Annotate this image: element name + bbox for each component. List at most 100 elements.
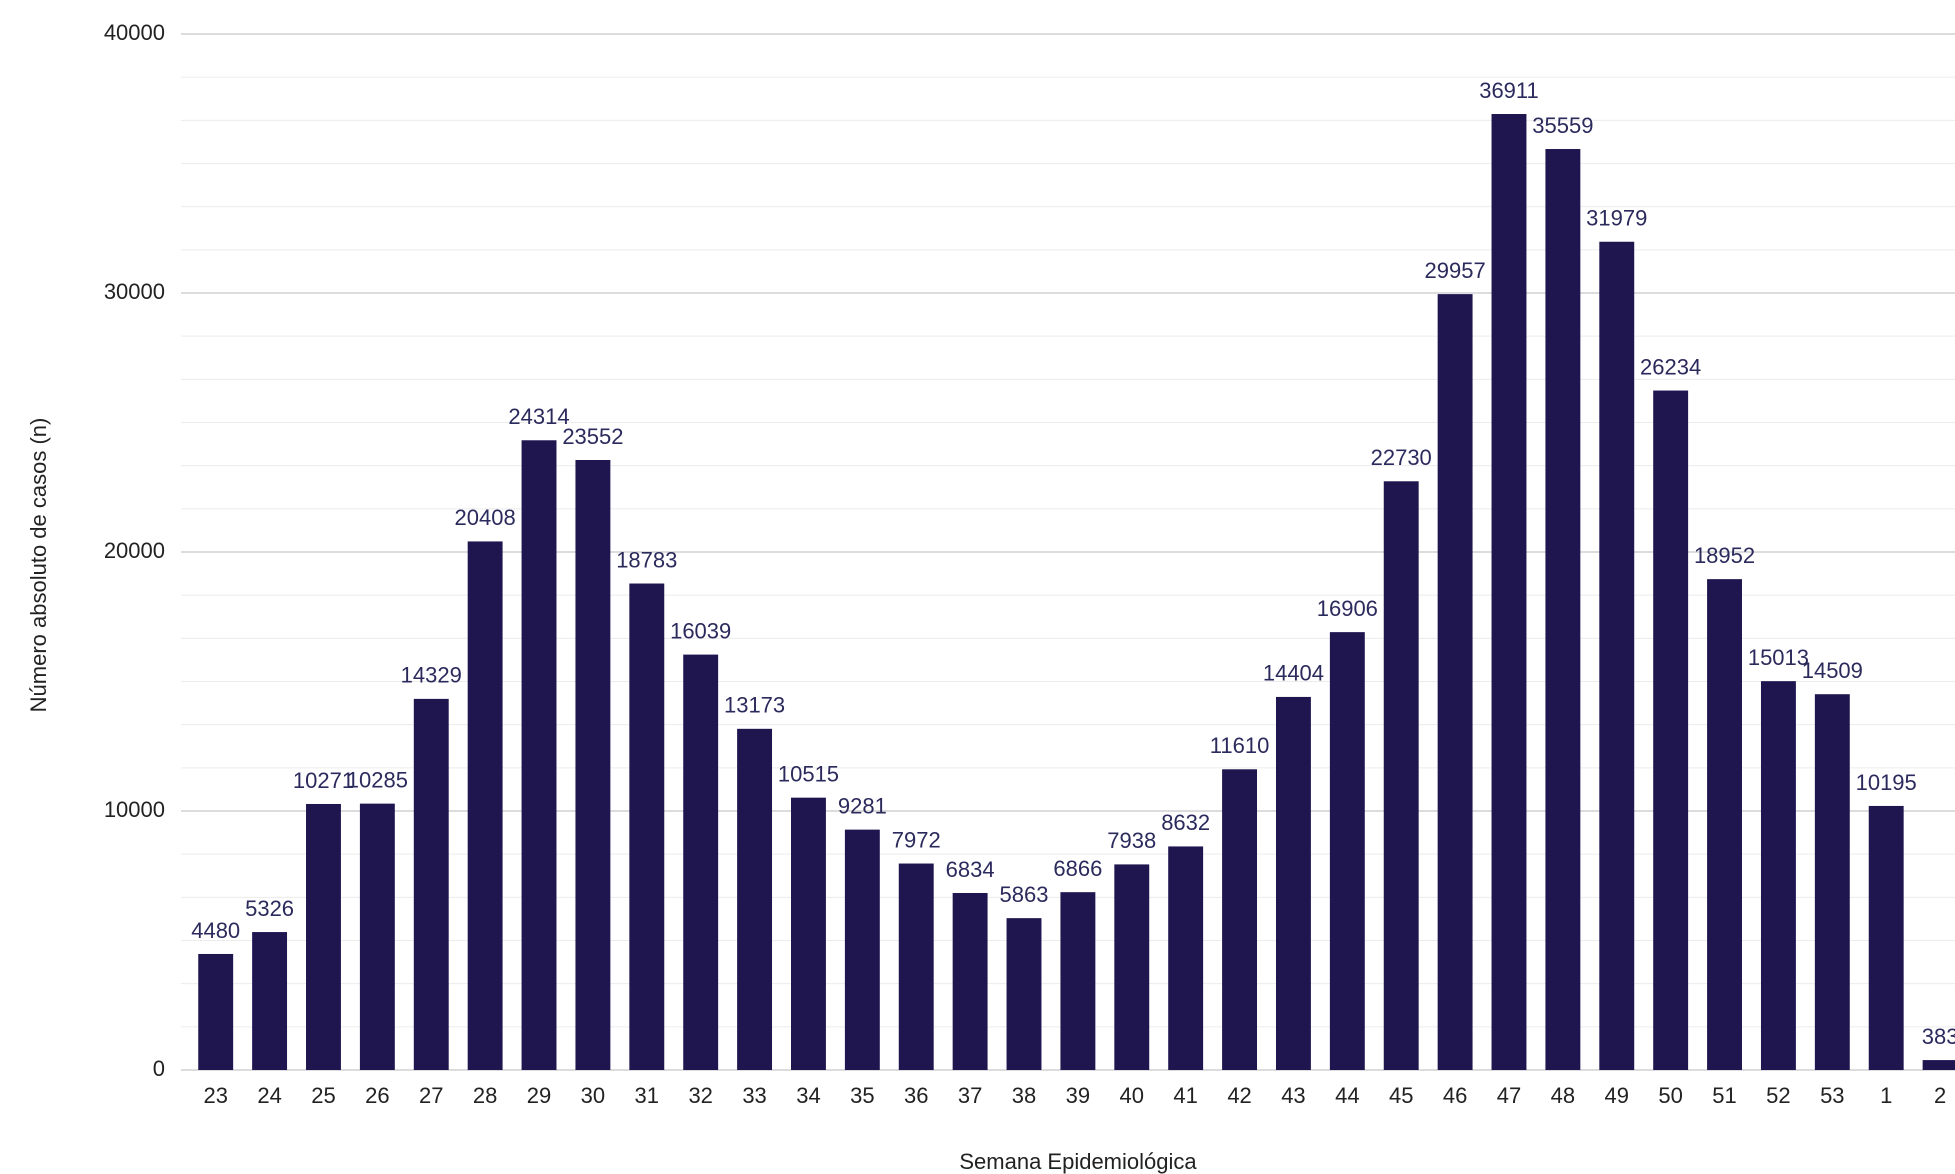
x-tick-label: 44 <box>1335 1083 1359 1108</box>
value-label: 10195 <box>1856 770 1917 795</box>
value-label: 7972 <box>892 827 941 852</box>
x-tick-label: 25 <box>311 1083 335 1108</box>
bar <box>1329 632 1365 1070</box>
bar <box>737 728 773 1070</box>
value-label: 36911 <box>1479 78 1539 103</box>
x-tick-label: 48 <box>1551 1083 1575 1108</box>
value-label: 20408 <box>455 505 516 530</box>
x-tick-label: 28 <box>473 1083 497 1108</box>
x-tick-label: 32 <box>688 1083 712 1108</box>
bar <box>844 829 880 1070</box>
value-label: 6866 <box>1053 856 1102 881</box>
x-tick-label: 42 <box>1227 1083 1251 1108</box>
value-label: 10271 <box>293 768 354 793</box>
bar <box>575 460 611 1071</box>
value-label: 10515 <box>778 761 839 786</box>
x-tick-label: 45 <box>1389 1083 1413 1108</box>
y-tick-label: 30000 <box>104 279 165 304</box>
bar <box>359 803 395 1070</box>
x-tick-label: 49 <box>1605 1083 1629 1108</box>
bar <box>252 932 288 1070</box>
bar <box>1006 918 1042 1070</box>
value-label: 6834 <box>946 857 995 882</box>
y-tick-label: 0 <box>153 1056 165 1081</box>
x-tick-label: 36 <box>904 1083 928 1108</box>
x-tick-label: 1 <box>1880 1083 1892 1108</box>
value-label: 35559 <box>1532 113 1593 138</box>
bar <box>1545 149 1581 1070</box>
bar <box>683 654 719 1070</box>
value-label: 5326 <box>245 896 294 921</box>
x-tick-label: 24 <box>257 1083 281 1108</box>
bar <box>1114 864 1150 1070</box>
bar <box>1383 481 1419 1071</box>
x-tick-label: 33 <box>742 1083 766 1108</box>
bar <box>1491 114 1527 1070</box>
value-label: 18783 <box>616 547 677 572</box>
value-label: 11610 <box>1210 733 1270 758</box>
x-tick-label: 47 <box>1497 1083 1521 1108</box>
x-tick-label: 26 <box>365 1083 389 1108</box>
value-label: 16906 <box>1317 596 1378 621</box>
value-label: 22730 <box>1371 445 1432 470</box>
bar <box>198 953 234 1070</box>
x-tick-label: 53 <box>1820 1083 1844 1108</box>
bar <box>1275 696 1311 1070</box>
bar <box>306 803 341 1070</box>
x-tick-label: 27 <box>419 1083 443 1108</box>
value-label: 26234 <box>1640 354 1701 379</box>
bar <box>1437 294 1473 1070</box>
y-tick-label: 40000 <box>104 20 165 45</box>
value-label: 14404 <box>1263 661 1324 686</box>
x-tick-label: 23 <box>203 1083 227 1108</box>
value-label: 24314 <box>508 404 569 429</box>
value-label: 31979 <box>1586 206 1647 231</box>
value-label: 16039 <box>670 618 731 643</box>
value-label: 15013 <box>1748 645 1809 670</box>
x-tick-label: 31 <box>635 1083 659 1108</box>
x-tick-label: 51 <box>1712 1083 1736 1108</box>
bar <box>952 892 988 1070</box>
bar <box>1707 579 1742 1070</box>
bar <box>1868 805 1904 1070</box>
x-tick-label: 30 <box>581 1083 605 1108</box>
bar <box>1922 1060 1955 1070</box>
x-tick-label: 43 <box>1281 1083 1305 1108</box>
bar <box>1060 892 1096 1070</box>
value-label: 7938 <box>1107 828 1156 853</box>
x-tick-label: 2 <box>1934 1083 1946 1108</box>
value-label: 4480 <box>191 918 240 943</box>
x-tick-label: 39 <box>1066 1083 1090 1108</box>
bar <box>1814 694 1850 1070</box>
x-tick-label: 41 <box>1173 1083 1197 1108</box>
bar <box>1653 390 1689 1070</box>
x-tick-label: 34 <box>796 1083 820 1108</box>
bar <box>1599 241 1635 1070</box>
value-label: 29957 <box>1425 258 1486 283</box>
bar <box>629 583 665 1070</box>
value-label: 14509 <box>1802 658 1863 683</box>
y-tick-label: 10000 <box>104 797 165 822</box>
x-tick-label: 40 <box>1120 1083 1144 1108</box>
value-label: 23552 <box>562 424 623 449</box>
bar <box>1168 846 1204 1070</box>
y-tick-label: 20000 <box>104 538 165 563</box>
bar <box>1760 681 1796 1070</box>
x-tick-label: 50 <box>1658 1083 1682 1108</box>
x-tick-label: 29 <box>527 1083 551 1108</box>
x-axis-title: Semana Epidemiológica <box>959 1149 1197 1174</box>
bar <box>467 541 503 1070</box>
bar <box>1222 769 1258 1070</box>
value-label: 10285 <box>347 767 408 792</box>
x-tick-label: 38 <box>1012 1083 1036 1108</box>
value-label: 14329 <box>401 663 462 688</box>
value-label: 18952 <box>1694 543 1755 568</box>
x-tick-label: 37 <box>958 1083 982 1108</box>
value-label: 383 <box>1922 1024 1955 1049</box>
value-label: 5863 <box>1000 882 1049 907</box>
bar <box>413 698 449 1070</box>
x-tick-label: 52 <box>1766 1083 1790 1108</box>
bar <box>791 797 826 1070</box>
value-label: 8632 <box>1161 810 1210 835</box>
